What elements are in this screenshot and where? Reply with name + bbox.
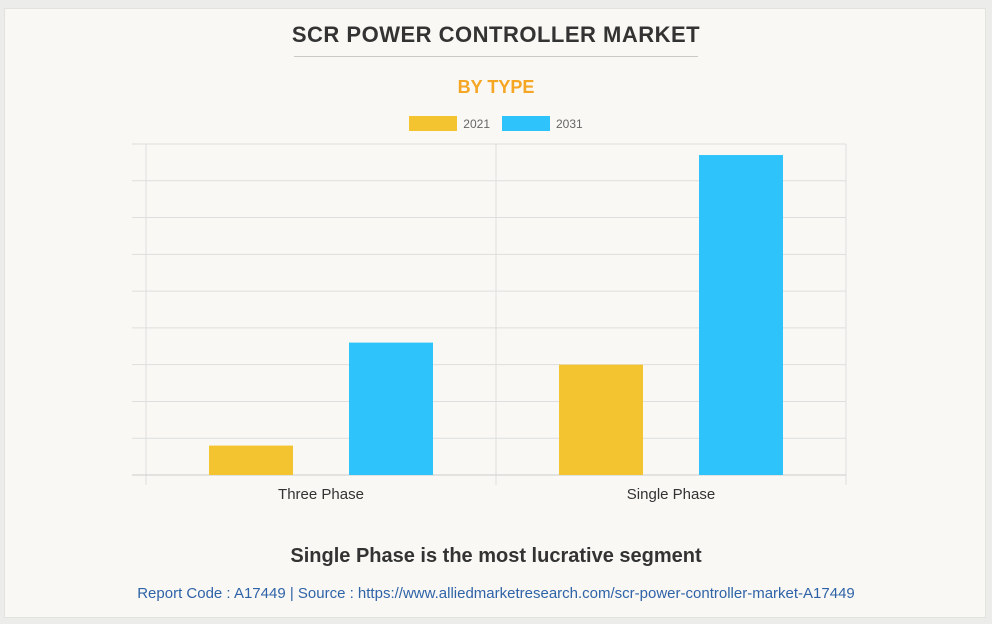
legend-label-2021: 2021 xyxy=(463,116,490,131)
chart-subtitle: BY TYPE xyxy=(457,77,535,97)
x-tick-label: Single Phase xyxy=(627,486,715,503)
legend-label-2031: 2031 xyxy=(556,116,583,131)
x-tick-label: Three Phase xyxy=(278,486,364,503)
legend-swatch-2021 xyxy=(409,116,458,131)
chart-legend: 2021 2031 xyxy=(0,116,992,131)
title-divider xyxy=(294,56,698,57)
chart-title: SCR POWER CONTROLLER MARKET xyxy=(291,22,701,47)
legend-item-2031[interactable]: 2031 xyxy=(502,116,583,131)
bar-2031-three-phase xyxy=(349,342,433,475)
chart-card xyxy=(4,8,986,618)
legend-item-2021[interactable]: 2021 xyxy=(409,116,490,131)
bar-2021-three-phase xyxy=(209,445,293,475)
bar-2031-single-phase xyxy=(699,155,783,476)
source-link[interactable]: Report Code : A17449 | Source : https://… xyxy=(137,585,855,602)
chart-tagline: Single Phase is the most lucrative segme… xyxy=(290,545,702,567)
legend-swatch-2031 xyxy=(502,116,550,131)
bar-2021-single-phase xyxy=(559,364,643,475)
